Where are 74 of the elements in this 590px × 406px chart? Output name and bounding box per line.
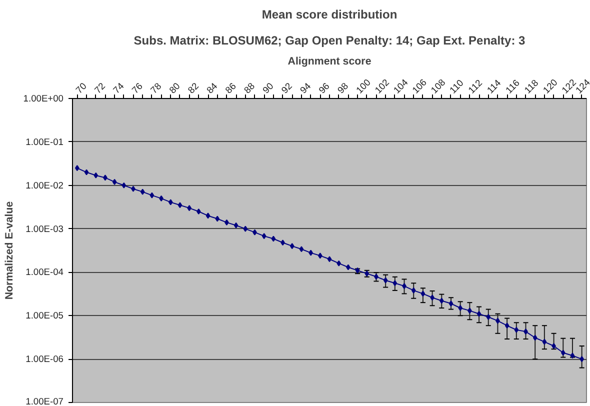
x-tick-label: 98 xyxy=(336,80,350,96)
point xyxy=(196,208,201,215)
point xyxy=(411,287,416,294)
point xyxy=(94,172,98,178)
y-tick-label: 1.00E-04 xyxy=(26,267,64,278)
y-tick-label: 1.00E-07 xyxy=(26,396,64,406)
point xyxy=(206,212,210,219)
point xyxy=(532,334,538,341)
point xyxy=(560,350,566,356)
x-tick-label: 110 xyxy=(448,78,466,96)
y-tick-label: 1.00E-05 xyxy=(26,310,64,321)
point xyxy=(299,246,304,252)
x-tick-label: 116 xyxy=(504,78,522,96)
point xyxy=(420,290,426,297)
point xyxy=(392,280,398,286)
point xyxy=(552,343,556,349)
point xyxy=(542,338,547,345)
y-tick-label: 1.00E-03 xyxy=(26,224,64,234)
x-tick-label: 76 xyxy=(130,80,144,96)
x-tick-label: 102 xyxy=(373,77,392,96)
point xyxy=(168,199,173,206)
point xyxy=(84,169,89,176)
x-tick-label: 104 xyxy=(392,77,410,96)
chart-title: Mean score distribution xyxy=(262,8,398,22)
x-tick-label: 70 xyxy=(74,80,88,96)
y-tick-label: 1.00E-02 xyxy=(26,180,64,190)
point xyxy=(150,192,154,198)
point xyxy=(318,252,322,259)
x-tick-label: 100 xyxy=(354,77,372,96)
point xyxy=(504,322,510,329)
point xyxy=(112,178,117,185)
point xyxy=(514,326,519,333)
chart-subtitle: Subs. Matrix: BLOSUM62; Gap Open Penalty: 14; Gap Ext. Penalty: 3 xyxy=(134,34,526,48)
point xyxy=(290,243,294,250)
point xyxy=(458,304,463,311)
point xyxy=(336,260,342,266)
point xyxy=(439,298,444,304)
x-tick-label: 74 xyxy=(111,80,126,96)
x-tick-label: 92 xyxy=(280,80,294,96)
x-tick-label: 84 xyxy=(204,80,220,96)
point xyxy=(243,226,248,232)
point xyxy=(140,188,145,195)
point xyxy=(448,300,454,307)
point xyxy=(327,256,332,262)
y-axis-title: Normalized E-value xyxy=(3,201,16,300)
point xyxy=(234,222,238,228)
x-tick-label: 118 xyxy=(522,78,540,96)
point xyxy=(383,277,388,284)
point xyxy=(262,233,266,240)
x-tick-label: 106 xyxy=(410,77,429,96)
x-tick-label: 114 xyxy=(485,78,503,96)
point xyxy=(570,352,575,359)
x-tick-label: 86 xyxy=(224,80,238,96)
x-tick-label: 112 xyxy=(466,78,484,96)
y-tick-label: 1.00E+00 xyxy=(23,94,64,104)
x-tick-label: 120 xyxy=(541,77,560,96)
x-tick-label: 72 xyxy=(92,80,108,96)
x-tick-label: 78 xyxy=(148,80,164,96)
x-tick-label: 90 xyxy=(260,80,276,96)
point xyxy=(215,216,220,222)
x-tick-label: 94 xyxy=(298,80,313,96)
point xyxy=(271,236,276,242)
x-tick-label: 82 xyxy=(186,80,201,96)
point xyxy=(476,310,482,317)
point xyxy=(486,314,491,320)
x-tick-label: 108 xyxy=(429,77,448,96)
x-tick-label: 96 xyxy=(316,80,332,96)
point xyxy=(178,202,182,208)
y-tick-label: 1.00E-01 xyxy=(26,136,64,147)
point xyxy=(122,182,126,188)
y-tick-label: 1.00E-06 xyxy=(26,354,64,364)
x-axis-title: Alignment score xyxy=(288,56,372,68)
x-tick-label: 88 xyxy=(242,80,257,96)
x-tick-label: 80 xyxy=(167,80,182,96)
